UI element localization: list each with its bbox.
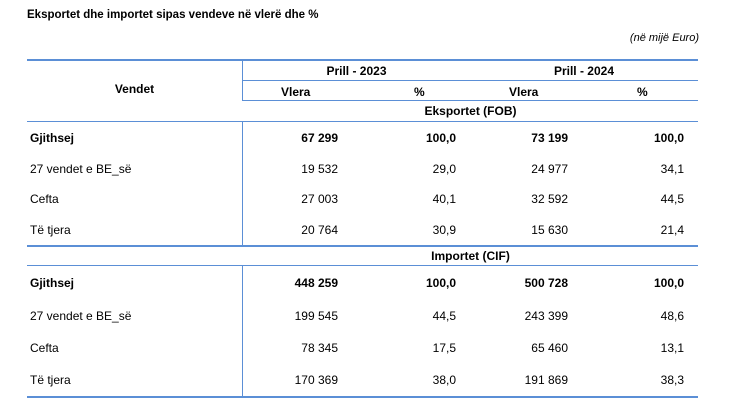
percent-2023: 38,0: [432, 373, 456, 387]
value-2024: 15 630: [531, 223, 568, 237]
row-label: 27 vendet e BE_së: [30, 309, 132, 323]
period-header-2024: Prill - 2024: [553, 64, 615, 78]
value-header-2023: Vlera: [281, 85, 311, 99]
bottom-rule: [27, 396, 698, 398]
value-2023: 170 369: [294, 373, 338, 387]
percent-2023: 29,0: [432, 162, 456, 176]
percent-2023: 17,5: [432, 341, 456, 355]
percent-header-2024: %: [637, 85, 648, 99]
value-2024: 73 199: [531, 131, 568, 145]
unit-note: (në mijë Euro): [629, 32, 699, 44]
percent-2023: 30,9: [432, 223, 456, 237]
value-2024: 500 728: [524, 276, 568, 290]
percent-2024: 34,1: [660, 162, 684, 176]
export-band-divider: [27, 121, 698, 122]
section-title-exports: Eksportet (FOB): [424, 104, 517, 118]
value-2024: 24 977: [531, 162, 568, 176]
percent-2024: 44,5: [660, 192, 684, 206]
value-2023: 27 003: [301, 192, 338, 206]
row-label: Të tjera: [30, 223, 71, 237]
table-title: Eksportet dhe importet sipas vendeve në …: [27, 9, 319, 21]
percent-header-2023: %: [414, 85, 425, 99]
percent-2024: 48,6: [660, 309, 684, 323]
value-2023: 78 345: [301, 341, 338, 355]
percent-2023: 40,1: [432, 192, 456, 206]
percent-2023: 44,5: [432, 309, 456, 323]
percent-2024: 38,3: [660, 373, 684, 387]
column-divider-exports: [242, 122, 243, 245]
value-2024: 243 399: [524, 309, 568, 323]
section-title-imports: Importet (CIF): [431, 249, 510, 263]
value-2023: 19 532: [301, 162, 338, 176]
value-2023: 448 259: [294, 276, 338, 290]
top-rule: [27, 59, 698, 61]
row-label: Të tjera: [30, 373, 71, 387]
percent-2023: 100,0: [425, 131, 456, 145]
percent-2023: 100,0: [425, 276, 456, 290]
row-label: Gjithsej: [30, 131, 75, 145]
percent-2024: 21,4: [660, 223, 684, 237]
value-2024: 65 460: [531, 341, 568, 355]
percent-2024: 13,1: [660, 341, 684, 355]
row-label: Cefta: [30, 341, 59, 355]
period-divider: [242, 80, 698, 81]
value-2024: 32 592: [531, 192, 568, 206]
value-2023: 199 545: [294, 309, 338, 323]
subheader-divider: [242, 100, 698, 101]
column-divider-header: [242, 60, 243, 101]
column-divider-imports: [242, 266, 243, 396]
section-divider: [27, 245, 698, 247]
import-band-divider: [27, 265, 698, 266]
row-label: Gjithsej: [30, 276, 75, 290]
column-header-country: Vendet: [114, 82, 155, 96]
value-header-2024: Vlera: [509, 85, 539, 99]
value-2023: 20 764: [301, 223, 338, 237]
row-label: Cefta: [30, 192, 59, 206]
value-2023: 67 299: [301, 131, 338, 145]
row-label: 27 vendet e BE_së: [30, 162, 132, 176]
value-2024: 191 869: [524, 373, 568, 387]
percent-2024: 100,0: [653, 276, 684, 290]
period-header-2023: Prill - 2023: [326, 64, 387, 78]
percent-2024: 100,0: [653, 131, 684, 145]
